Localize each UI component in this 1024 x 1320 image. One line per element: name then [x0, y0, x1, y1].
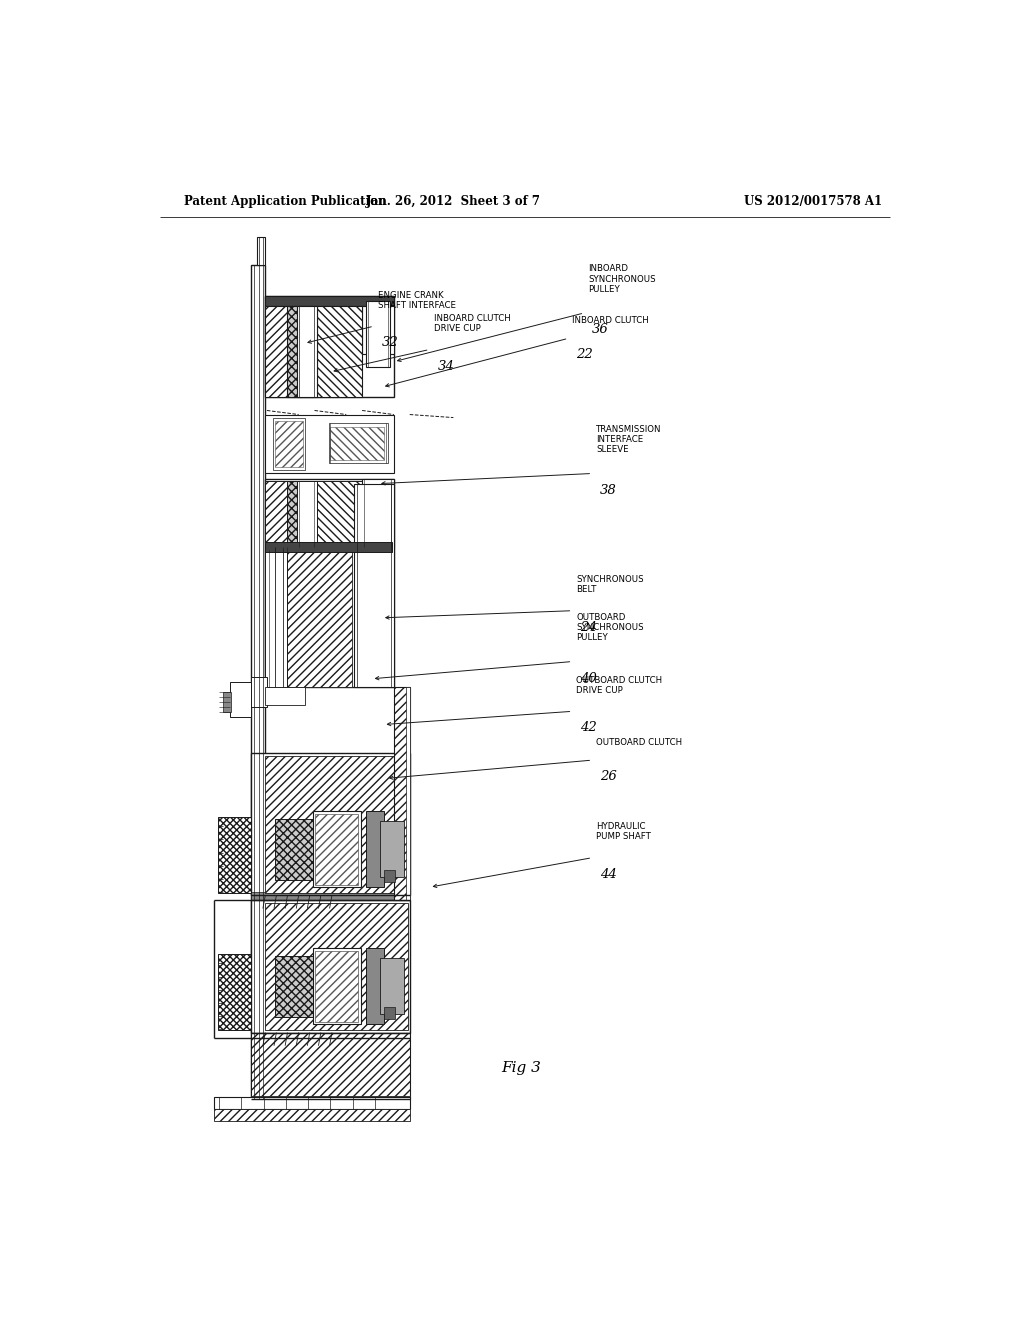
Bar — [251, 900, 410, 1032]
Bar — [329, 422, 388, 463]
Bar — [287, 480, 316, 546]
Text: 38: 38 — [600, 483, 616, 496]
Bar — [315, 952, 358, 1022]
Bar — [229, 682, 251, 718]
Bar — [265, 480, 314, 546]
Bar — [316, 306, 362, 397]
Bar — [367, 301, 390, 367]
Text: SYNCHRONOUS
BELT: SYNCHRONOUS BELT — [577, 576, 644, 594]
Bar — [380, 958, 404, 1014]
Bar — [394, 686, 410, 900]
Bar — [251, 677, 267, 708]
Bar — [287, 549, 352, 686]
Text: INBOARD
SYNCHRONOUS
PULLEY: INBOARD SYNCHRONOUS PULLEY — [588, 264, 656, 293]
Bar — [218, 954, 251, 1031]
Text: 22: 22 — [577, 348, 593, 362]
Bar — [362, 479, 394, 546]
Bar — [251, 752, 410, 895]
Text: US 2012/0017578 A1: US 2012/0017578 A1 — [743, 194, 882, 207]
Bar — [273, 417, 305, 470]
Text: 42: 42 — [581, 722, 597, 734]
Bar — [265, 414, 394, 474]
Bar — [384, 1007, 395, 1019]
Bar — [251, 1096, 410, 1106]
Bar — [313, 948, 360, 1024]
Text: TRANSMISSION
INTERFACE
SLEEVE: TRANSMISSION INTERFACE SLEEVE — [596, 425, 662, 454]
Text: HYDRAULIC
PUMP SHAFT: HYDRAULIC PUMP SHAFT — [596, 822, 651, 841]
Text: 34: 34 — [437, 359, 455, 372]
Bar — [316, 480, 362, 546]
Text: OUTBOARD CLUTCH: OUTBOARD CLUTCH — [596, 738, 682, 747]
Bar — [265, 756, 409, 894]
Bar — [313, 810, 360, 887]
Bar — [380, 821, 404, 876]
Bar — [265, 903, 409, 1031]
Bar — [265, 306, 314, 397]
Text: OUTBOARD CLUTCH
DRIVE CUP: OUTBOARD CLUTCH DRIVE CUP — [577, 676, 663, 696]
Text: 24: 24 — [581, 620, 597, 634]
Bar — [354, 483, 394, 686]
Bar — [265, 296, 394, 397]
Bar — [331, 426, 384, 461]
Bar — [274, 818, 313, 880]
Text: 26: 26 — [600, 771, 616, 783]
Text: OUTBOARD
SYNCHRONOUS
PULLEY: OUTBOARD SYNCHRONOUS PULLEY — [577, 612, 644, 643]
Bar — [265, 541, 392, 552]
Bar — [251, 892, 410, 900]
Bar — [251, 1032, 410, 1098]
Bar — [265, 686, 305, 705]
Bar — [265, 549, 287, 686]
Text: 44: 44 — [600, 867, 616, 880]
Text: 40: 40 — [581, 672, 597, 685]
Bar — [257, 236, 265, 265]
Text: Fig 3: Fig 3 — [501, 1061, 541, 1076]
Text: Patent Application Publication: Patent Application Publication — [183, 194, 386, 207]
Text: 32: 32 — [382, 337, 398, 350]
Bar — [406, 686, 410, 900]
Bar — [265, 479, 394, 686]
Bar — [214, 1097, 410, 1109]
Text: 36: 36 — [592, 323, 609, 337]
Bar — [367, 948, 384, 1024]
Bar — [367, 810, 384, 887]
Bar — [362, 306, 394, 354]
Bar — [274, 956, 313, 1018]
Bar — [287, 306, 316, 397]
Bar — [214, 1109, 410, 1121]
Bar — [315, 814, 358, 886]
Text: INBOARD CLUTCH: INBOARD CLUTCH — [572, 315, 649, 325]
Bar — [218, 817, 251, 894]
Bar — [223, 692, 231, 713]
Bar — [297, 306, 316, 397]
Bar — [251, 265, 265, 1098]
Bar — [297, 480, 316, 546]
Text: INBOARD CLUTCH
DRIVE CUP: INBOARD CLUTCH DRIVE CUP — [433, 314, 510, 333]
Text: ENGINE CRANK
SHAFT INTERFACE: ENGINE CRANK SHAFT INTERFACE — [378, 290, 456, 310]
Text: Jan. 26, 2012  Sheet 3 of 7: Jan. 26, 2012 Sheet 3 of 7 — [366, 194, 541, 207]
Bar — [384, 870, 395, 882]
Bar — [274, 421, 303, 467]
Bar — [265, 296, 394, 306]
